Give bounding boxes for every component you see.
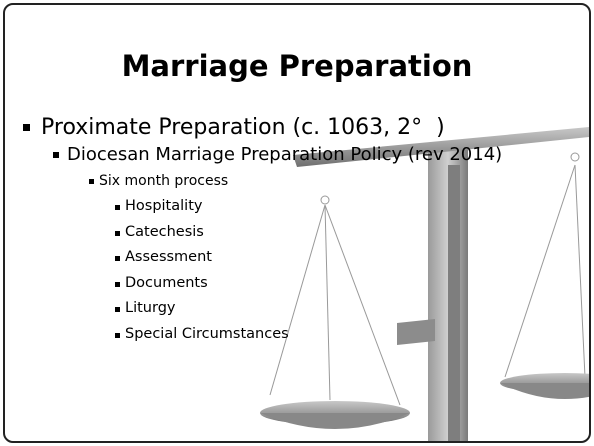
bullet-list-level-1: Diocesan Marriage Preparation Policy (re… <box>43 143 524 348</box>
bullet-text: Special Circumstances <box>125 326 289 342</box>
bullet-text: Liturgy <box>125 300 175 316</box>
bullet-list-level-2: Six month process Hospitality Catechesis As… <box>81 169 524 348</box>
bullet-text: Six month process <box>99 173 228 189</box>
bullet-item: Liturgy <box>107 296 524 322</box>
bullet-list-level-3: Hospitality Catechesis Assessment Documents… <box>107 194 524 348</box>
bullet-item: Diocesan Marriage Preparation Policy (re… <box>43 143 524 348</box>
bullet-text: Diocesan Marriage Preparation Policy (re… <box>67 144 502 165</box>
bullet-item: Special Circumstances <box>107 322 524 348</box>
bullet-text: Assessment <box>125 249 212 265</box>
bullet-list: Proximate Preparation (c. 1063, 2° ) Dioc… <box>19 113 524 348</box>
bullet-text: Proximate Preparation (c. 1063, 2° ) <box>41 115 445 140</box>
slide: Marriage Preparation Proximate Preparati… <box>3 3 591 443</box>
bullet-text: Documents <box>125 275 208 291</box>
bullet-item: Catechesis <box>107 220 524 246</box>
slide-page: Marriage Preparation Proximate Preparati… <box>0 0 594 446</box>
bullet-text: Catechesis <box>125 224 204 240</box>
bullet-text: Hospitality <box>125 198 202 214</box>
bullet-list-level-0: Proximate Preparation (c. 1063, 2° ) Dioc… <box>19 113 524 348</box>
bullet-item: Proximate Preparation (c. 1063, 2° ) Dioc… <box>19 113 524 348</box>
bullet-item: Assessment <box>107 245 524 271</box>
bullet-item: Hospitality <box>107 194 524 220</box>
bullet-item: Documents <box>107 271 524 297</box>
bullet-item: Six month process Hospitality Catechesis As… <box>81 169 524 348</box>
slide-title: Marriage Preparation <box>5 49 589 83</box>
